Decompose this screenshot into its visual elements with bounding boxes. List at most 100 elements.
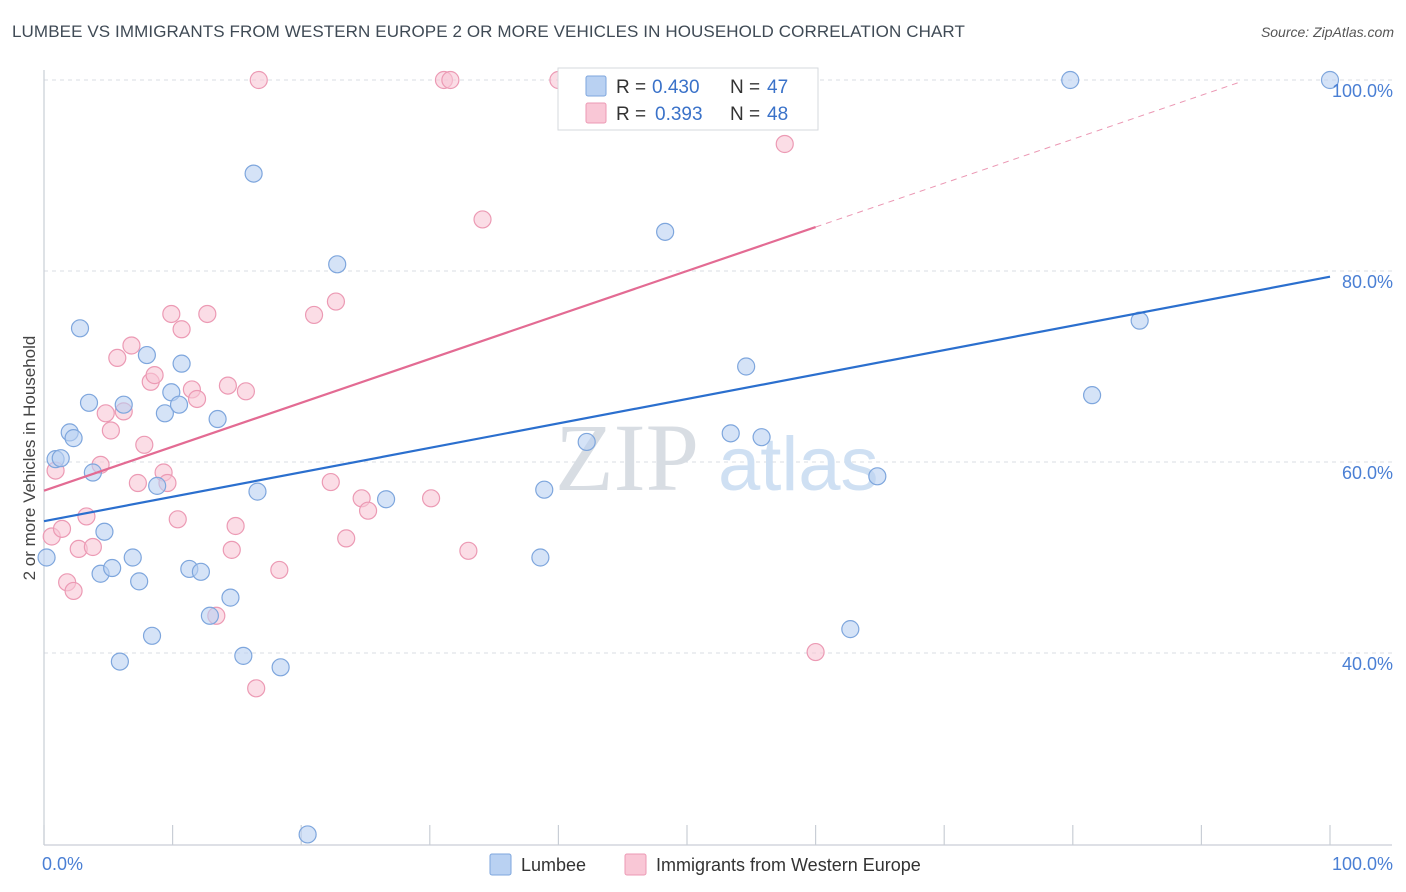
point-lumbee [64, 429, 83, 448]
point-immigrants [337, 529, 356, 548]
point-lumbee [234, 646, 253, 665]
bottom-legend-immigrants: Immigrants from Western Europe [656, 855, 921, 875]
point-lumbee [70, 319, 90, 338]
trend-lines [43, 81, 1331, 523]
legend-swatch-immigrants [585, 102, 607, 124]
point-lumbee [51, 449, 70, 468]
legend-r-lumbee: 0.430 [652, 77, 700, 98]
x-tick-label: 0.0% [42, 854, 83, 874]
point-lumbee [531, 548, 550, 567]
point-immigrants [249, 70, 268, 90]
legend-n-label: N = [730, 104, 760, 125]
point-immigrants [247, 679, 266, 698]
y-tick-label: 100.0% [1332, 81, 1393, 101]
point-lumbee [1061, 70, 1080, 90]
point-lumbee [172, 354, 191, 373]
bottom-legend-lumbee: Lumbee [521, 855, 586, 875]
point-immigrants [270, 560, 289, 580]
tick-labels: 40.0% 60.0% 80.0% 100.0% 0.0% 100.0% [42, 81, 1393, 874]
point-lumbee [148, 476, 167, 495]
legend-r-immigrants: 0.393 [655, 104, 703, 125]
point-immigrants [128, 473, 147, 493]
point-lumbee [577, 432, 596, 452]
point-lumbee [721, 424, 740, 443]
point-lumbee [841, 620, 860, 639]
point-immigrants [187, 389, 207, 409]
watermark-zip: ZIP [555, 404, 699, 511]
gridlines [44, 79, 1392, 654]
point-immigrants [162, 304, 181, 324]
point-lumbee [737, 357, 756, 376]
watermark: ZIP atlas [555, 404, 879, 511]
point-immigrants [321, 472, 340, 492]
point-lumbee [1082, 386, 1102, 405]
point-immigrants [326, 292, 346, 311]
point-immigrants [358, 501, 378, 520]
point-lumbee [244, 164, 263, 183]
point-immigrants [236, 382, 256, 401]
point-lumbee [142, 626, 162, 645]
y-axis-label: 2 or more Vehicles in Household [20, 336, 39, 581]
bottom-legend: Lumbee Immigrants from Western Europe [489, 853, 921, 876]
legend-n-label: N = [730, 77, 760, 98]
trend-line-immigrants [43, 226, 816, 492]
point-lumbee [37, 548, 56, 567]
point-immigrants [441, 70, 460, 90]
point-lumbee [535, 480, 554, 499]
point-lumbee [1320, 70, 1340, 90]
point-immigrants [122, 336, 141, 355]
legend-r-label: R = [616, 104, 646, 125]
x-tick-label: 100.0% [1332, 854, 1393, 874]
point-lumbee [123, 548, 142, 567]
point-lumbee [328, 255, 347, 274]
point-immigrants [473, 210, 492, 229]
point-immigrants [77, 507, 96, 526]
point-lumbee [137, 345, 156, 365]
point-lumbee [191, 562, 210, 581]
series-lumbee-points [37, 70, 1340, 844]
point-lumbee [79, 393, 99, 412]
point-immigrants [52, 519, 72, 538]
point-immigrants [459, 541, 478, 560]
point-lumbee [221, 588, 240, 607]
point-immigrants [218, 376, 237, 395]
point-immigrants [222, 540, 241, 559]
trend-line-lumbee [43, 275, 1331, 523]
point-lumbee [376, 490, 396, 509]
point-immigrants [304, 305, 324, 325]
point-lumbee [868, 467, 887, 486]
point-lumbee [83, 463, 102, 482]
point-lumbee [95, 522, 114, 541]
point-lumbee [114, 395, 133, 414]
point-lumbee [155, 404, 174, 423]
point-lumbee [298, 825, 317, 844]
point-lumbee [271, 658, 290, 677]
y-tick-label: 80.0% [1342, 272, 1393, 292]
point-lumbee [110, 652, 129, 671]
series-immigrants-points [42, 70, 825, 698]
point-lumbee [208, 409, 227, 429]
point-immigrants [108, 348, 127, 368]
point-immigrants [198, 304, 217, 324]
point-lumbee [248, 482, 267, 501]
bottom-legend-swatch-lumbee [489, 853, 512, 876]
bottom-legend-swatch-immigrants [624, 853, 647, 876]
point-immigrants [226, 516, 245, 536]
point-lumbee [656, 222, 675, 241]
point-immigrants [101, 421, 120, 440]
point-lumbee [200, 606, 219, 625]
point-immigrants [172, 320, 191, 339]
axes [43, 70, 1392, 846]
point-immigrants [775, 134, 794, 154]
legend-r-label: R = [616, 77, 646, 98]
legend-n-lumbee: 47 [767, 77, 788, 98]
point-lumbee [130, 572, 149, 591]
point-lumbee [752, 428, 771, 447]
legend-swatch-lumbee [585, 75, 607, 97]
point-immigrants [96, 404, 115, 423]
trend-line-immigrants-extension [815, 81, 1241, 228]
point-immigrants [806, 642, 825, 662]
point-immigrants [64, 581, 83, 601]
legend-n-immigrants: 48 [767, 104, 788, 125]
